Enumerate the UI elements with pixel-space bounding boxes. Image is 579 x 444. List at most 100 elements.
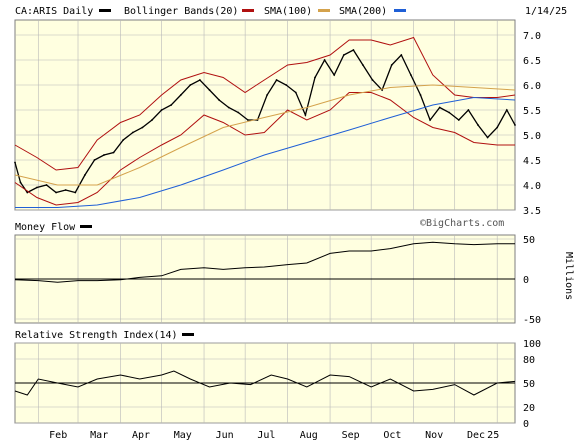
price-y-tick-label: 5.0 [523,131,541,142]
price-plot-area [14,19,516,211]
series-line-bollinger_upper [14,36,516,171]
price-y-tick-label: 6.5 [523,56,541,67]
price-point [457,119,460,121]
price-y-tick-label: 4.0 [523,181,541,192]
price-point [208,89,211,91]
rsi-grid [15,342,515,424]
price-point [199,79,201,81]
money-flow-unit-label: Millions [563,252,574,300]
series-line-sma100 [14,84,516,186]
rsi-y-tick-label: 80 [523,355,535,366]
price-point [419,94,422,96]
price-point [314,76,316,79]
money-flow-y-tick-label: 0 [523,275,529,286]
rsi-y-tick-label: 0 [523,419,529,430]
x-tick-label: Sep [342,430,360,441]
price-point [55,191,57,194]
rsi-y-tick-label: 50 [523,379,535,390]
price-point [74,191,77,194]
legend-sma200-label: SMA(200) [339,6,387,17]
price-point [505,109,508,111]
price-point [362,64,364,66]
price-point [429,119,431,121]
price-grid [15,20,515,211]
price-point [294,91,297,94]
price-point [247,119,249,121]
price-y-tick-label: 7.0 [523,31,541,42]
price-point [170,104,173,106]
price-point [266,94,268,96]
price-point [438,106,441,109]
price-point [179,94,182,96]
x-tick-label: May [174,430,192,441]
money-flow-y-ticks: 50 0 -50 [523,235,541,326]
legend-bollinger-swatch [242,9,254,12]
price-point [14,161,16,164]
price-point [400,54,403,56]
price-point [151,119,153,121]
price-point [64,189,67,191]
price-y-tick-label: 4.5 [523,156,541,167]
price-point [45,184,48,186]
date-label: 1/14/25 [525,6,567,17]
price-point [390,64,393,66]
price-point [93,159,96,161]
x-tick-label: 25 [487,430,499,441]
price-point [218,99,221,101]
price-point [84,174,86,176]
legend-sma100-label: SMA(100) [264,6,312,17]
x-tick-label: Aug [300,430,318,441]
price-y-ticks: 7.0 6.5 6.0 5.5 5.0 4.5 4.0 3.5 [523,31,541,217]
price-point [227,106,230,109]
series-line-rsi [14,370,516,396]
money-flow-title: Money Flow [15,222,76,233]
price-y-tick-label: 3.5 [523,206,541,217]
price-point [304,114,307,116]
x-tick-label: Oct [383,430,401,441]
series-line-price [14,49,516,194]
price-point [36,186,38,189]
price-y-tick-label: 6.0 [523,81,541,92]
price-point [285,84,288,86]
price-point [486,136,489,139]
price-point [131,131,134,134]
x-tick-label: Apr [132,430,150,441]
series-line-bollinger_lower [14,92,515,206]
money-flow-grid [15,235,515,323]
price-point [333,74,336,76]
price-point [352,49,355,51]
watermark: ©BigCharts.com [420,218,504,229]
legend-sma200-swatch [394,9,406,12]
price-point [371,79,374,81]
price-point [448,111,451,114]
rsi-series [14,370,516,396]
money-flow-legend-swatch [80,225,92,228]
price-point [467,109,470,111]
rsi-y-ticks: 100 80 50 20 0 [523,339,541,430]
price-point [477,124,479,126]
price-point [275,79,278,81]
money-flow-y-tick-label: -50 [523,315,541,326]
series-line-money_flow [14,241,515,283]
rsi-title: Relative Strength Index(14) [15,330,178,341]
price-legend-swatch [99,9,111,12]
rsi-legend-swatch [182,333,194,336]
price-point [342,54,345,56]
legend-bollinger-label: Bollinger Bands(20) [124,6,238,17]
money-flow-series [14,241,515,283]
price-y-tick-label: 5.5 [523,106,541,117]
series-line-sma200 [15,96,516,208]
price-point [122,139,125,141]
rsi-y-tick-label: 20 [523,403,535,414]
price-point [514,124,516,126]
rsi-y-tick-label: 100 [523,339,541,350]
price-point [189,84,192,86]
x-tick-label: Jul [257,430,275,441]
price-point [237,111,240,114]
money-flow-y-tick-label: 50 [523,235,535,246]
x-tick-label: Jun [216,430,234,441]
price-point [19,181,22,184]
price-point [410,74,412,76]
price-point [141,126,144,129]
